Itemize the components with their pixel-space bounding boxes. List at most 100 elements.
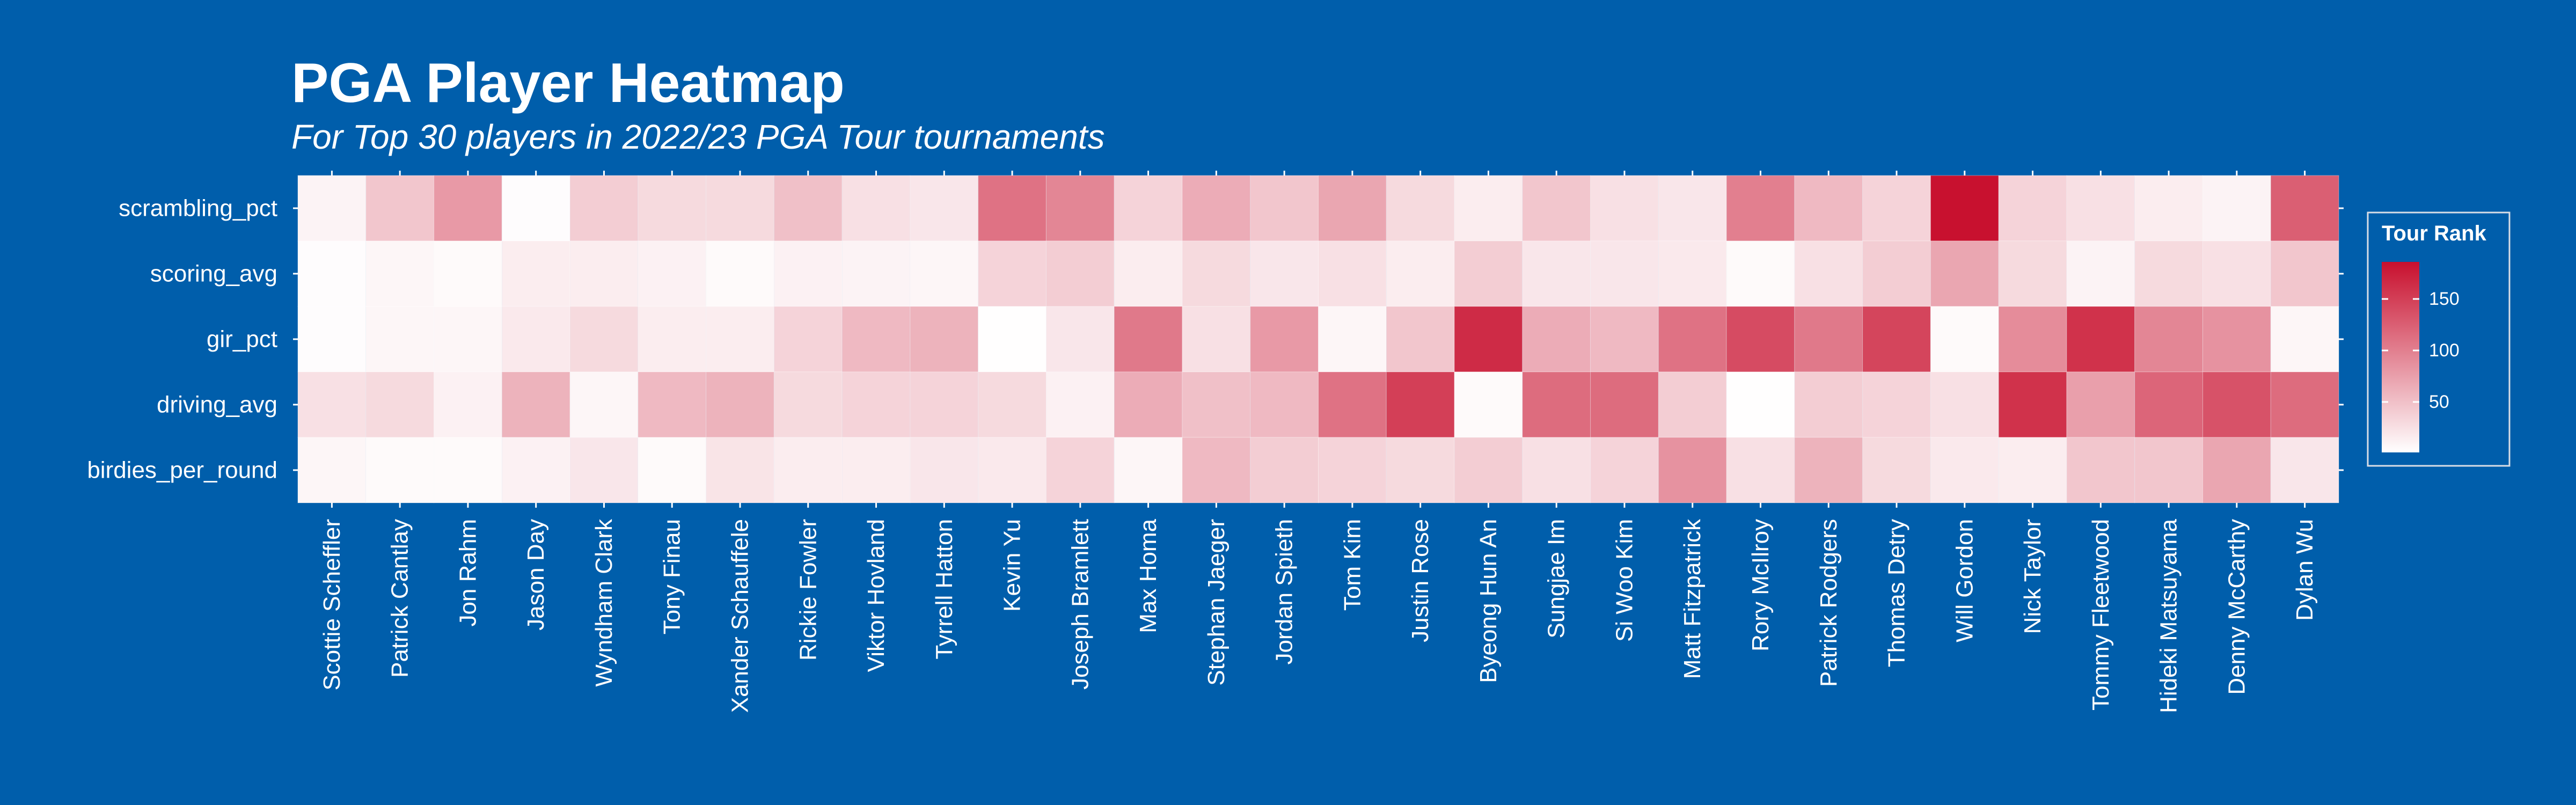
heatmap-cell: Rory McIlroy / gir_pct: 140 (1726, 306, 1795, 372)
heatmap-cell: Justin Rose / scrambling_pct: 30 (1386, 175, 1455, 241)
heatmap-cell: Dylan Wu / scoring_avg: 45 (2270, 240, 2339, 307)
heatmap-cell: Stephan Jaeger / scoring_avg: 30 (1182, 240, 1251, 307)
heatmap-cell: Thomas Detry / birdies_per_round: 30 (1862, 437, 1931, 503)
heatmap-cell: Rickie Fowler / birdies_per_round: 15 (773, 437, 843, 503)
x-tick-label: Patrick Rodgers (1816, 519, 1842, 687)
heatmap-cell: Rickie Fowler / gir_pct: 35 (773, 306, 843, 372)
y-tick-label: scoring_avg (150, 261, 277, 287)
heatmap-cell: Tom Kim / scrambling_pct: 70 (1318, 175, 1387, 241)
x-tick-label: Justin Rose (1407, 519, 1433, 642)
heatmap-cell: Byeong Hun An / gir_pct: 165 (1454, 306, 1523, 372)
heatmap-cell: Patrick Rodgers / scrambling_pct: 55 (1794, 175, 1863, 241)
heatmap-cell: Wyndham Clark / birdies_per_round: 20 (569, 437, 639, 503)
x-tick-label: Joseph Bramlett (1067, 519, 1093, 690)
heatmap-cell: Tony Finau / scoring_avg: 12 (638, 240, 707, 307)
heatmap-cell: Denny McCarthy / birdies_per_round: 70 (2202, 437, 2271, 503)
heatmap-cell: Matt Fitzpatrick / scoring_avg: 18 (1658, 240, 1727, 307)
heatmap-cell: Jason Day / birdies_per_round: 12 (501, 437, 570, 503)
x-tick-label: Hideki Matsuyama (2156, 518, 2182, 713)
heatmap-cell: Will Gordon / scoring_avg: 70 (1930, 240, 1999, 307)
heatmap-cell: Jason Day / gir_pct: 18 (501, 306, 570, 372)
heatmap-cell: Tom Kim / gir_pct: 8 (1318, 306, 1387, 372)
heatmap-cell: Nick Taylor / scoring_avg: 30 (1998, 240, 2067, 307)
heatmap-cell: Justin Rose / birdies_per_round: 30 (1386, 437, 1455, 503)
y-axis-labels: scrambling_pct scoring_avg gir_pct driving_… (87, 195, 277, 484)
heatmap-cell: Matt Fitzpatrick / scrambling_pct: 20 (1658, 175, 1727, 241)
heatmap-cell: Jordan Spieth / birdies_per_round: 40 (1250, 437, 1319, 503)
heatmap-cell: Scottie Scheffler / driving_avg: 25 (297, 371, 367, 438)
heatmap-cell: Tommy Fleetwood / scrambling_pct: 25 (2066, 175, 2135, 241)
heatmap-cell: Xander Schauffele / scrambling_pct: 30 (706, 175, 774, 241)
heatmap-cell: Rory McIlroy / scoring_avg: 5 (1726, 240, 1795, 307)
heatmap-cell: Stephan Jaeger / gir_pct: 25 (1182, 306, 1251, 372)
heatmap-cell: Jordan Spieth / scoring_avg: 20 (1250, 240, 1319, 307)
heatmap-cell: Tommy Fleetwood / driving_avg: 75 (2066, 371, 2135, 438)
heatmap-cell: Tom Kim / birdies_per_round: 35 (1318, 437, 1387, 503)
heatmap-cell: Tyrrell Hatton / driving_avg: 35 (910, 371, 979, 438)
x-tick-label: Max Homa (1135, 518, 1161, 633)
heatmap-cell: Byeong Hun An / driving_avg: 5 (1454, 371, 1523, 438)
heatmap-cell: Jon Rahm / birdies_per_round: 5 (434, 437, 502, 503)
heatmap-cell: Tommy Fleetwood / scoring_avg: 10 (2066, 240, 2135, 307)
heatmap-cell: Si Woo Kim / scrambling_pct: 25 (1590, 175, 1659, 241)
heatmap-cell: Kevin Yu / gir_pct: 2 (978, 306, 1046, 372)
heatmap-cell: Tyrrell Hatton / scoring_avg: 8 (910, 240, 979, 307)
heatmap-cell: Scottie Scheffler / birdies_per_round: 8 (297, 437, 367, 503)
heatmap-cell: Thomas Detry / driving_avg: 35 (1862, 371, 1931, 438)
chart-subtitle: For Top 30 players in 2022/23 PGA Tour t… (291, 118, 1105, 156)
heatmap-cell: Patrick Cantlay / scoring_avg: 8 (365, 240, 435, 307)
heatmap-panel: Scottie Scheffler / scrambling_pct: 10Pa… (293, 171, 2344, 508)
heatmap-cell: Max Homa / scrambling_pct: 35 (1114, 175, 1183, 241)
x-tick-label: Jon Rahm (455, 519, 481, 627)
x-tick-label: Jason Day (523, 519, 549, 631)
heatmap-cell: Max Homa / scoring_avg: 15 (1114, 240, 1183, 307)
heatmap-cell: Max Homa / gir_pct: 105 (1114, 306, 1183, 372)
heatmap-cell: Xander Schauffele / birdies_per_round: 2… (706, 437, 774, 503)
heatmap-cell: Patrick Cantlay / driving_avg: 30 (365, 371, 435, 438)
x-tick-label: Si Woo Kim (1611, 519, 1637, 642)
heatmap-cell: Joseph Bramlett / scrambling_pct: 95 (1045, 175, 1115, 241)
heatmap-cell: Joseph Bramlett / gir_pct: 20 (1045, 306, 1115, 372)
heatmap-cell: Kevin Yu / scrambling_pct: 110 (978, 175, 1046, 241)
legend-title: Tour Rank (2382, 222, 2487, 245)
y-tick-label: driving_avg (157, 392, 277, 418)
heatmap-cell: Denny McCarthy / gir_pct: 85 (2202, 306, 2271, 372)
heatmap-cell: Tony Finau / birdies_per_round: 5 (638, 437, 707, 503)
x-axis-labels: Scottie Scheffler Patrick Cantlay Jon Rahm… (319, 518, 2318, 713)
heatmap-cell: Patrick Rodgers / scoring_avg: 25 (1794, 240, 1863, 307)
heatmap-cell: Rickie Fowler / scoring_avg: 12 (773, 240, 843, 307)
heatmap-cell: Tyrrell Hatton / gir_pct: 60 (910, 306, 979, 372)
x-tick-label: Tyrrell Hatton (931, 519, 957, 660)
chart-title: PGA Player Heatmap (291, 52, 845, 114)
x-tick-label: Kevin Yu (999, 519, 1026, 612)
heatmap-cell: Matt Fitzpatrick / driving_avg: 40 (1658, 371, 1727, 438)
heatmap-cell: Xander Schauffele / scoring_avg: 5 (706, 240, 774, 307)
heatmap-cell: Byeong Hun An / scoring_avg: 40 (1454, 240, 1523, 307)
x-tick-label: Xander Schauffele (727, 519, 753, 713)
heatmap-cell: Tyrrell Hatton / scrambling_pct: 20 (910, 175, 979, 241)
heatmap-cell: Dylan Wu / birdies_per_round: 20 (2270, 437, 2339, 503)
heatmap-cell: Matt Fitzpatrick / birdies_per_round: 85 (1658, 437, 1727, 503)
heatmap-cell: Rory McIlroy / driving_avg: 2 (1726, 371, 1795, 438)
heatmap-cell: Sungjae Im / scoring_avg: 20 (1522, 240, 1591, 307)
y-tick-label: gir_pct (207, 326, 277, 353)
heatmap-cell: Justin Rose / gir_pct: 45 (1386, 306, 1455, 372)
heatmap-cell: Thomas Detry / scoring_avg: 40 (1862, 240, 1931, 307)
legend-tick-label: 50 (2429, 392, 2449, 412)
y-tick-label: birdies_per_round (87, 457, 277, 484)
heatmap-cell: Jon Rahm / scrambling_pct: 80 (434, 175, 502, 241)
heatmap-cell: Thomas Detry / gir_pct: 145 (1862, 306, 1931, 372)
heatmap-cell: Nick Taylor / driving_avg: 160 (1998, 371, 2067, 438)
heatmap-cell: Jason Day / scrambling_pct: 3 (501, 175, 570, 241)
x-tick-label: Scottie Scheffler (319, 519, 345, 691)
x-tick-label: Tommy Fleetwood (2088, 519, 2114, 711)
x-tick-label: Rickie Fowler (795, 519, 821, 661)
heatmap-cell: Tommy Fleetwood / birdies_per_round: 45 (2066, 437, 2135, 503)
heatmap-cell: Joseph Bramlett / birdies_per_round: 35 (1045, 437, 1115, 503)
heatmap-cell: Hideki Matsuyama / gir_pct: 95 (2134, 306, 2203, 372)
heatmap-cell: Justin Rose / driving_avg: 150 (1386, 371, 1455, 438)
heatmap-cell: Patrick Cantlay / gir_pct: 8 (365, 306, 435, 372)
x-tick-label: Matt Fitzpatrick (1679, 518, 1706, 679)
legend: Tour Rank 50 100 150 (2367, 211, 2511, 467)
